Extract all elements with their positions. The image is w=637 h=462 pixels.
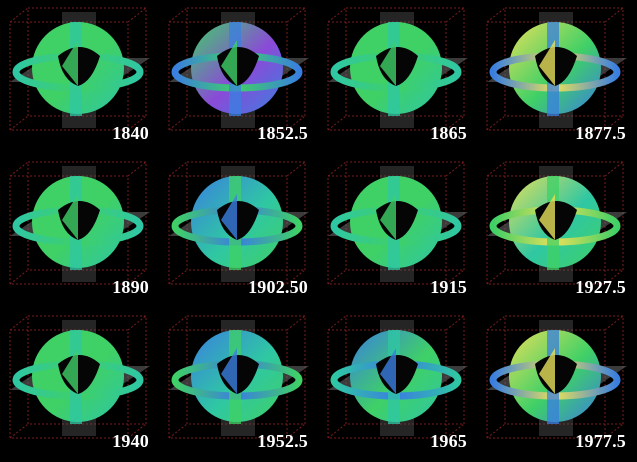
year-label: 1865	[430, 123, 467, 143]
sphere-render	[327, 315, 468, 439]
sphere-render	[168, 161, 309, 285]
year-label: 1927.5	[575, 277, 626, 297]
sphere-panel: 1952.5	[159, 308, 318, 462]
inner-wedge	[539, 348, 555, 394]
year-label: 1940	[112, 431, 149, 451]
sphere-panel: 1940	[0, 308, 159, 462]
sphere-panel: 1927.5	[477, 154, 636, 308]
sphere-render	[486, 161, 627, 285]
sphere-render	[486, 7, 627, 131]
sphere-render	[168, 7, 309, 131]
sphere-panel: 1915	[318, 154, 477, 308]
year-label: 1877.5	[575, 123, 626, 143]
inner-wedge	[221, 194, 237, 240]
year-label: 1902.50	[248, 277, 308, 297]
inner-wedge	[62, 40, 78, 86]
year-label: 1965	[430, 431, 467, 451]
sphere-panel: 1977.5	[477, 308, 636, 462]
inner-wedge	[380, 194, 396, 240]
inner-wedge	[62, 194, 78, 240]
year-label: 1915	[430, 277, 467, 297]
sphere-render	[486, 315, 627, 439]
year-label: 1952.5	[257, 431, 308, 451]
year-label: 1840	[112, 123, 149, 143]
sphere-panel: 1877.5	[477, 0, 636, 154]
sphere-panel: 1865	[318, 0, 477, 154]
inner-wedge	[62, 348, 78, 394]
sphere-render	[327, 161, 468, 285]
inner-wedge	[539, 40, 555, 86]
sphere-panel: 1890	[0, 154, 159, 308]
sphere-panel: 1902.50	[159, 154, 318, 308]
sphere-render	[327, 7, 468, 131]
sphere-panel: 1852.5	[159, 0, 318, 154]
sphere-render	[9, 7, 150, 131]
sphere-render	[9, 161, 150, 285]
sphere-render	[9, 315, 150, 439]
inner-wedge	[380, 40, 396, 86]
inner-wedge	[221, 40, 237, 86]
year-label: 1977.5	[575, 431, 626, 451]
inner-wedge	[380, 348, 396, 394]
year-label: 1890	[112, 277, 149, 297]
inner-wedge	[221, 348, 237, 394]
sphere-render	[168, 315, 309, 439]
sphere-panel: 1965	[318, 308, 477, 462]
year-label: 1852.5	[257, 123, 308, 143]
sphere-panel: 1840	[0, 0, 159, 154]
inner-wedge	[539, 194, 555, 240]
